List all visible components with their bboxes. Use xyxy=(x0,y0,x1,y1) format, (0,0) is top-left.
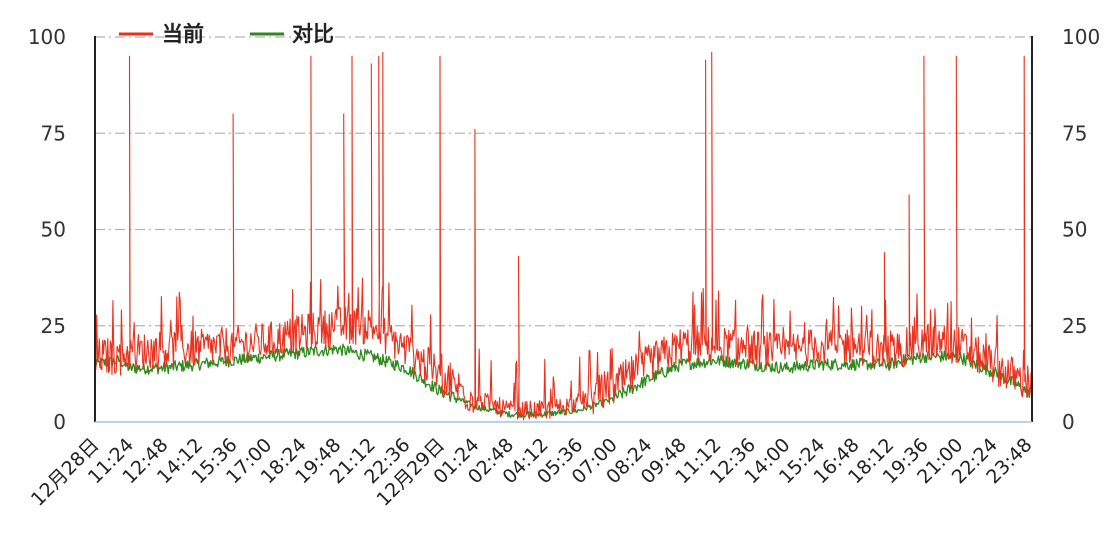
legend-label-对比: 对比 xyxy=(292,22,334,46)
x-tick-labels: 12月28日11:2412:4814:1215:3617:0018:2419:4… xyxy=(27,434,1037,511)
grid-lines xyxy=(95,36,1032,327)
plot-area xyxy=(94,51,1033,421)
y-tick-left-100: 100 xyxy=(28,25,66,49)
y-tick-left-0: 0 xyxy=(53,410,66,434)
y-tick-right-25: 25 xyxy=(1062,314,1087,338)
y-tick-right-100: 100 xyxy=(1062,25,1100,49)
y-tick-left-75: 75 xyxy=(41,121,66,145)
legend-label-当前: 当前 xyxy=(162,22,204,46)
y-tick-labels: 0 25 50 75 100 0 25 50 75 100 xyxy=(28,25,1100,434)
legend: 当前 对比 xyxy=(119,22,334,46)
axes xyxy=(94,36,1033,423)
y-tick-right-50: 50 xyxy=(1062,218,1087,242)
series-line-当前 xyxy=(94,51,1033,421)
y-tick-right-75: 75 xyxy=(1062,121,1087,145)
y-tick-left-50: 50 xyxy=(41,218,66,242)
y-tick-right-0: 0 xyxy=(1062,410,1075,434)
y-tick-left-25: 25 xyxy=(41,314,66,338)
